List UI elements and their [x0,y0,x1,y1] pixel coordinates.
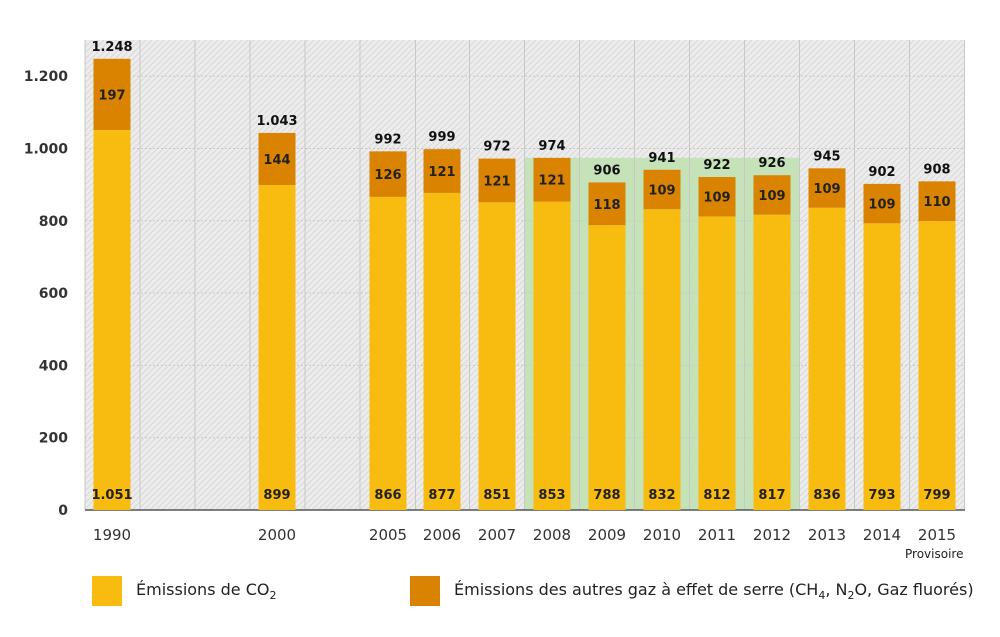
data-label-total: 945 [813,149,840,164]
bar-other-gases [808,168,846,208]
x-tick-label: 2005 [369,526,407,544]
data-label-co2: 851 [483,488,510,503]
y-tick-label: 0 [58,503,68,519]
data-label-total: 974 [538,139,565,154]
data-label-total: 992 [374,132,401,147]
data-label-other-gases: 109 [648,183,675,198]
bar-co2 [698,216,736,510]
data-label-total: 922 [703,158,730,173]
data-label-total: 1.043 [256,114,297,129]
bar-other-gases [643,169,681,210]
bar-other-gases [588,182,626,226]
legend-item-other-gases: Émissions des autres gaz à effet de serr… [410,576,974,606]
bar-co2 [533,201,571,510]
x-tick-label: 2008 [533,526,571,544]
x-tick-label: 1990 [93,526,131,544]
bar-other-gases [478,158,516,203]
x-tick-label: 2007 [478,526,516,544]
data-label-co2: 832 [648,488,675,503]
data-label-co2: 799 [923,488,950,503]
data-label-other-gases: 109 [868,198,895,213]
y-tick-label: 1.000 [24,141,69,157]
bar-other-gases [918,181,956,222]
bar-other-gases [93,58,131,131]
data-label-total: 902 [868,165,895,180]
data-label-co2: 836 [813,488,840,503]
bar-other-gases [258,132,296,185]
bar-other-gases [533,157,571,202]
bar-co2 [863,223,901,511]
data-label-total: 972 [483,140,510,155]
x-tick-label: 2014 [863,526,901,544]
x-tick-label: 2012 [753,526,791,544]
bar-co2 [808,207,846,510]
data-label-total: 908 [923,162,950,177]
x-tick-label: 2009 [588,526,626,544]
y-tick-label: 600 [39,286,68,302]
x-tick-label: 2010 [643,526,681,544]
data-label-total: 906 [593,163,620,178]
bar-co2 [478,202,516,511]
data-label-other-gases: 110 [923,195,950,210]
y-tick-label: 400 [39,358,68,374]
provisional-note: Provisoire [905,547,964,561]
data-label-co2: 866 [374,488,401,503]
bar-co2 [588,225,626,510]
data-label-other-gases: 144 [263,153,290,168]
data-label-co2: 1.051 [91,488,132,503]
legend-swatch-other-gases [410,576,440,606]
data-label-total: 941 [648,151,675,166]
y-tick-label: 200 [39,431,68,447]
bar-co2 [93,130,131,510]
bar-other-gases [369,151,407,197]
bar-co2 [258,184,296,510]
data-label-total: 1.248 [91,40,132,55]
data-label-other-gases: 109 [813,182,840,197]
y-tick-label: 800 [39,214,68,230]
legend-label-other-gases: Émissions des autres gaz à effet de serr… [454,579,974,603]
legend-label-co2: Émissions de CO2 [136,579,277,603]
data-label-co2: 899 [263,488,290,503]
bar-co2 [918,221,956,510]
y-tick-label: 1.200 [24,69,69,85]
data-label-total: 999 [428,130,455,145]
x-tick-label: 2013 [808,526,846,544]
data-label-co2: 877 [428,488,455,503]
data-label-other-gases: 109 [758,189,785,204]
data-label-co2: 817 [758,488,785,503]
data-label-co2: 788 [593,488,620,503]
data-label-other-gases: 121 [538,174,565,189]
bar-other-gases [753,175,791,215]
bar-co2 [643,209,681,510]
bar-co2 [753,214,791,510]
bar-other-gases [863,183,901,224]
bar-co2 [369,196,407,510]
x-tick-label: 2006 [423,526,461,544]
legend-swatch-co2 [92,576,122,606]
data-label-other-gases: 121 [483,174,510,189]
data-label-other-gases: 126 [374,168,401,183]
data-label-total: 926 [758,156,785,171]
data-label-other-gases: 121 [428,165,455,180]
data-label-co2: 853 [538,488,565,503]
bar-other-gases [423,149,461,193]
bar-co2 [423,192,461,510]
x-tick-label: 2011 [698,526,736,544]
legend-item-co2: Émissions de CO2 [92,576,276,606]
data-label-other-gases: 118 [593,198,620,213]
x-tick-label: 2000 [258,526,296,544]
data-label-co2: 793 [868,488,895,503]
x-tick-label: 2015 [918,526,956,544]
bar-other-gases [698,177,736,217]
data-label-other-gases: 109 [703,191,730,206]
data-label-co2: 812 [703,488,730,503]
data-label-other-gases: 197 [98,88,125,103]
